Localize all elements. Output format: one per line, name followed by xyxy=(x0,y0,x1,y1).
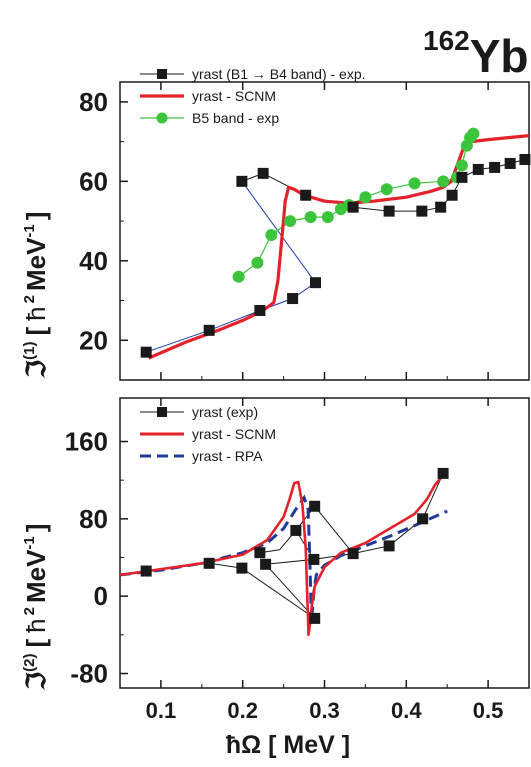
series-scnm2-line xyxy=(119,473,448,637)
b5-point xyxy=(455,159,468,172)
plot-frame-bottom xyxy=(119,397,530,689)
exp-point xyxy=(519,153,531,165)
exp2-point xyxy=(308,553,320,565)
exp-point xyxy=(489,161,501,173)
exp2-point xyxy=(417,513,429,525)
exp2-point xyxy=(383,540,395,552)
x-tick-label: 0.2 xyxy=(227,698,258,723)
b5-point xyxy=(437,175,450,188)
y-axis-label-top: ℑ(1) [ ħ 2 MeV-1] xyxy=(21,212,51,379)
y-tick-label: 0 xyxy=(94,581,108,611)
b5-point xyxy=(265,228,278,241)
nucleus-symbol: Yb xyxy=(470,30,529,82)
nucleus-title: 162Yb xyxy=(423,25,529,82)
legend-top: yrast (B1 → B4 band) - exp. yrast - SCNM B… xyxy=(140,66,366,126)
y-label-bottom-unit: MeV xyxy=(21,549,51,603)
nucleus-mass: 162 xyxy=(423,25,470,56)
legend-entry-scnm2: yrast - SCNM xyxy=(192,426,276,442)
exp-point xyxy=(236,175,248,187)
y-label-top-unit: MeV xyxy=(21,237,51,291)
y-label-bottom-hbar: ħ xyxy=(21,618,51,632)
y-tick-label: 20 xyxy=(79,325,108,355)
y-label-top-hsup: 2 xyxy=(21,295,38,303)
series-exp2-line-a xyxy=(146,529,316,619)
b5-point xyxy=(380,183,393,196)
b5-point xyxy=(408,177,421,190)
y-label-bottom-close: ] xyxy=(21,524,51,533)
series-exp-crossing-line xyxy=(241,181,316,283)
legend-exp2-marker xyxy=(157,407,167,417)
x-tick-label: 0.5 xyxy=(473,698,504,723)
y-label-top-hbar: ħ xyxy=(21,306,51,320)
series-scnm-line xyxy=(147,134,530,360)
legend-entry-rpa: yrast - RPA xyxy=(192,448,263,464)
y-tick-label: 80 xyxy=(79,87,108,117)
y-label-bottom-usup: -1 xyxy=(21,536,38,549)
x-axis-label: ħΩ [ MeV ] xyxy=(226,731,350,759)
b5-point xyxy=(232,270,245,283)
x-tick-label: 0.1 xyxy=(146,698,177,723)
y-label-bottom-symbol: ℑ xyxy=(21,672,51,691)
y-tick-label: 160 xyxy=(65,427,108,457)
exp-point xyxy=(347,201,359,213)
y-label-top-open: [ xyxy=(21,327,51,336)
exp-point xyxy=(140,346,152,358)
exp-point xyxy=(254,304,266,316)
exp2-point xyxy=(260,558,272,570)
exp2-point xyxy=(203,557,215,569)
legend-exp-marker xyxy=(157,69,167,79)
b5-point xyxy=(321,211,334,224)
x-tick-label: 0.4 xyxy=(391,698,422,723)
legend-entry-scnm: yrast - SCNM xyxy=(192,88,276,104)
x-tick-label: 0.3 xyxy=(309,698,340,723)
b5-point xyxy=(467,127,480,140)
exp-point xyxy=(257,167,269,179)
legend-bottom: yrast (exp) yrast - SCNM yrast - RPA xyxy=(140,404,276,464)
y-label-top-usup: -1 xyxy=(21,224,38,237)
y-tick-label: -80 xyxy=(70,659,108,689)
exp-point xyxy=(310,277,322,289)
y-label-bottom-open: [ xyxy=(21,639,51,648)
b5-point xyxy=(251,256,264,269)
exp-point xyxy=(472,163,484,175)
exp2-point xyxy=(347,548,359,560)
y-label-bottom-hsup: 2 xyxy=(21,607,38,615)
exp2-point xyxy=(309,500,321,512)
exp-point xyxy=(504,157,516,169)
exp-point xyxy=(287,293,299,305)
legend-entry-exp: yrast (B1 → B4 band) - exp. xyxy=(192,66,366,82)
exp2-point xyxy=(309,612,321,624)
exp2-point xyxy=(236,562,248,574)
exp-point xyxy=(383,205,395,217)
legend-entry-exp2: yrast (exp) xyxy=(192,404,258,420)
series-exp2-line-c xyxy=(313,553,354,560)
y-tick-label: 40 xyxy=(79,246,108,276)
legend-b5-marker xyxy=(156,112,168,124)
exp-point xyxy=(300,189,312,201)
legend-entry-b5: B5 band - exp xyxy=(192,110,279,126)
exp2-point xyxy=(254,547,266,559)
b5-point xyxy=(359,191,372,204)
y-label-bottom-sup: (2) xyxy=(21,654,38,672)
b5-point xyxy=(304,211,317,224)
exp2-point xyxy=(140,565,152,577)
exp-point xyxy=(446,189,458,201)
exp-point xyxy=(416,205,428,217)
y-label-top-close: ] xyxy=(21,212,51,221)
exp-point xyxy=(435,201,447,213)
y-tick-label: 60 xyxy=(79,166,108,196)
y-label-top-symbol: ℑ xyxy=(21,360,51,379)
exp2-point xyxy=(437,467,449,479)
y-label-top-sup: (1) xyxy=(21,342,38,360)
y-tick-label: 80 xyxy=(79,504,108,534)
exp-point xyxy=(456,171,468,183)
exp2-point xyxy=(290,524,302,536)
b5-point xyxy=(284,215,297,228)
plot-frame-top xyxy=(119,81,530,381)
y-axis-label-bottom: ℑ(2) [ ħ 2 MeV-1] xyxy=(21,524,51,691)
exp-point xyxy=(203,324,215,336)
